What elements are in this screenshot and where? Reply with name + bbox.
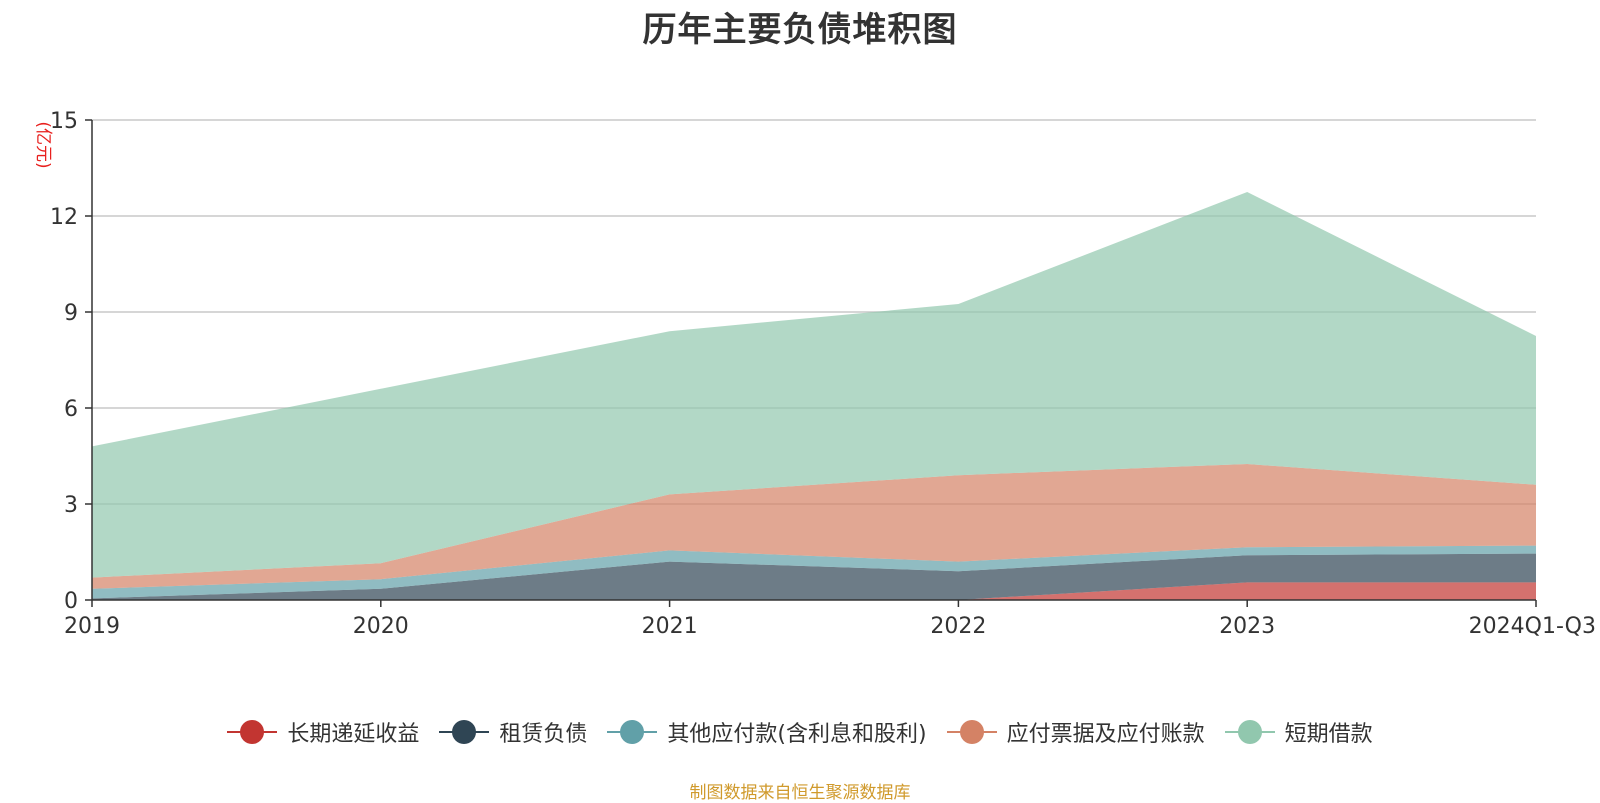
legend-item-1[interactable]: 租赁负债 xyxy=(439,716,587,748)
y-tick-label-2: 6 xyxy=(64,397,78,422)
legend-label-1: 租赁负债 xyxy=(499,722,588,747)
legend-item-4[interactable]: 短期借款 xyxy=(1224,716,1373,748)
y-tick-label-5: 15 xyxy=(50,109,78,134)
y-tick-label-3: 9 xyxy=(64,301,78,326)
chart-title: 历年主要负债堆积图 xyxy=(642,10,958,50)
stacked-areas xyxy=(92,192,1536,600)
y-axis-unit-label: (亿元) xyxy=(33,121,53,168)
legend-label-2: 其他应付款(含利息和股利) xyxy=(667,722,927,747)
area-series-2 xyxy=(92,545,1536,599)
legend-marker-2 xyxy=(607,719,658,745)
legend-item-3[interactable]: 应付票据及应付账款 xyxy=(946,716,1205,748)
axes: 0 3 6 9 12 15 2019 2020 2021 2022 2023 2024Q1-Q3 xyxy=(50,109,1596,639)
legend-label-0: 长期递延收益 xyxy=(287,722,420,747)
legend-marker-1 xyxy=(439,719,490,745)
y-tick-label-4: 12 xyxy=(50,205,78,230)
legend-marker-4 xyxy=(1224,719,1275,745)
area-series-0 xyxy=(92,582,1536,600)
legend-marker-0 xyxy=(227,719,278,745)
area-series-1 xyxy=(92,553,1536,600)
legend-item-2[interactable]: 其他应付款(含利息和股利) xyxy=(607,716,927,748)
x-tick-label-2: 2021 xyxy=(642,614,698,639)
area-series-4 xyxy=(92,192,1536,578)
x-tick-label-0: 2019 xyxy=(64,614,120,639)
area-series-3 xyxy=(92,464,1536,589)
source-note: 制图数据来自恒生聚源数据库 xyxy=(689,783,911,803)
y-tick-label-0: 0 xyxy=(64,589,78,614)
x-tick-label-5: 2024Q1-Q3 xyxy=(1469,614,1596,639)
legend-marker-3 xyxy=(946,719,997,745)
x-tick-label-3: 2022 xyxy=(930,614,986,639)
x-tick-label-4: 2023 xyxy=(1219,614,1275,639)
legend-item-0[interactable]: 长期递延收益 xyxy=(227,716,419,748)
x-tick-label-1: 2020 xyxy=(353,614,409,639)
legend: 长期递延收益 租赁负债 其他应付款(含利息和股利) 应付票据及应付账款 短期借款 xyxy=(0,716,1600,748)
y-tick-label-1: 3 xyxy=(64,493,78,518)
legend-label-4: 短期借款 xyxy=(1284,722,1373,747)
legend-label-3: 应付票据及应付账款 xyxy=(1006,722,1205,747)
